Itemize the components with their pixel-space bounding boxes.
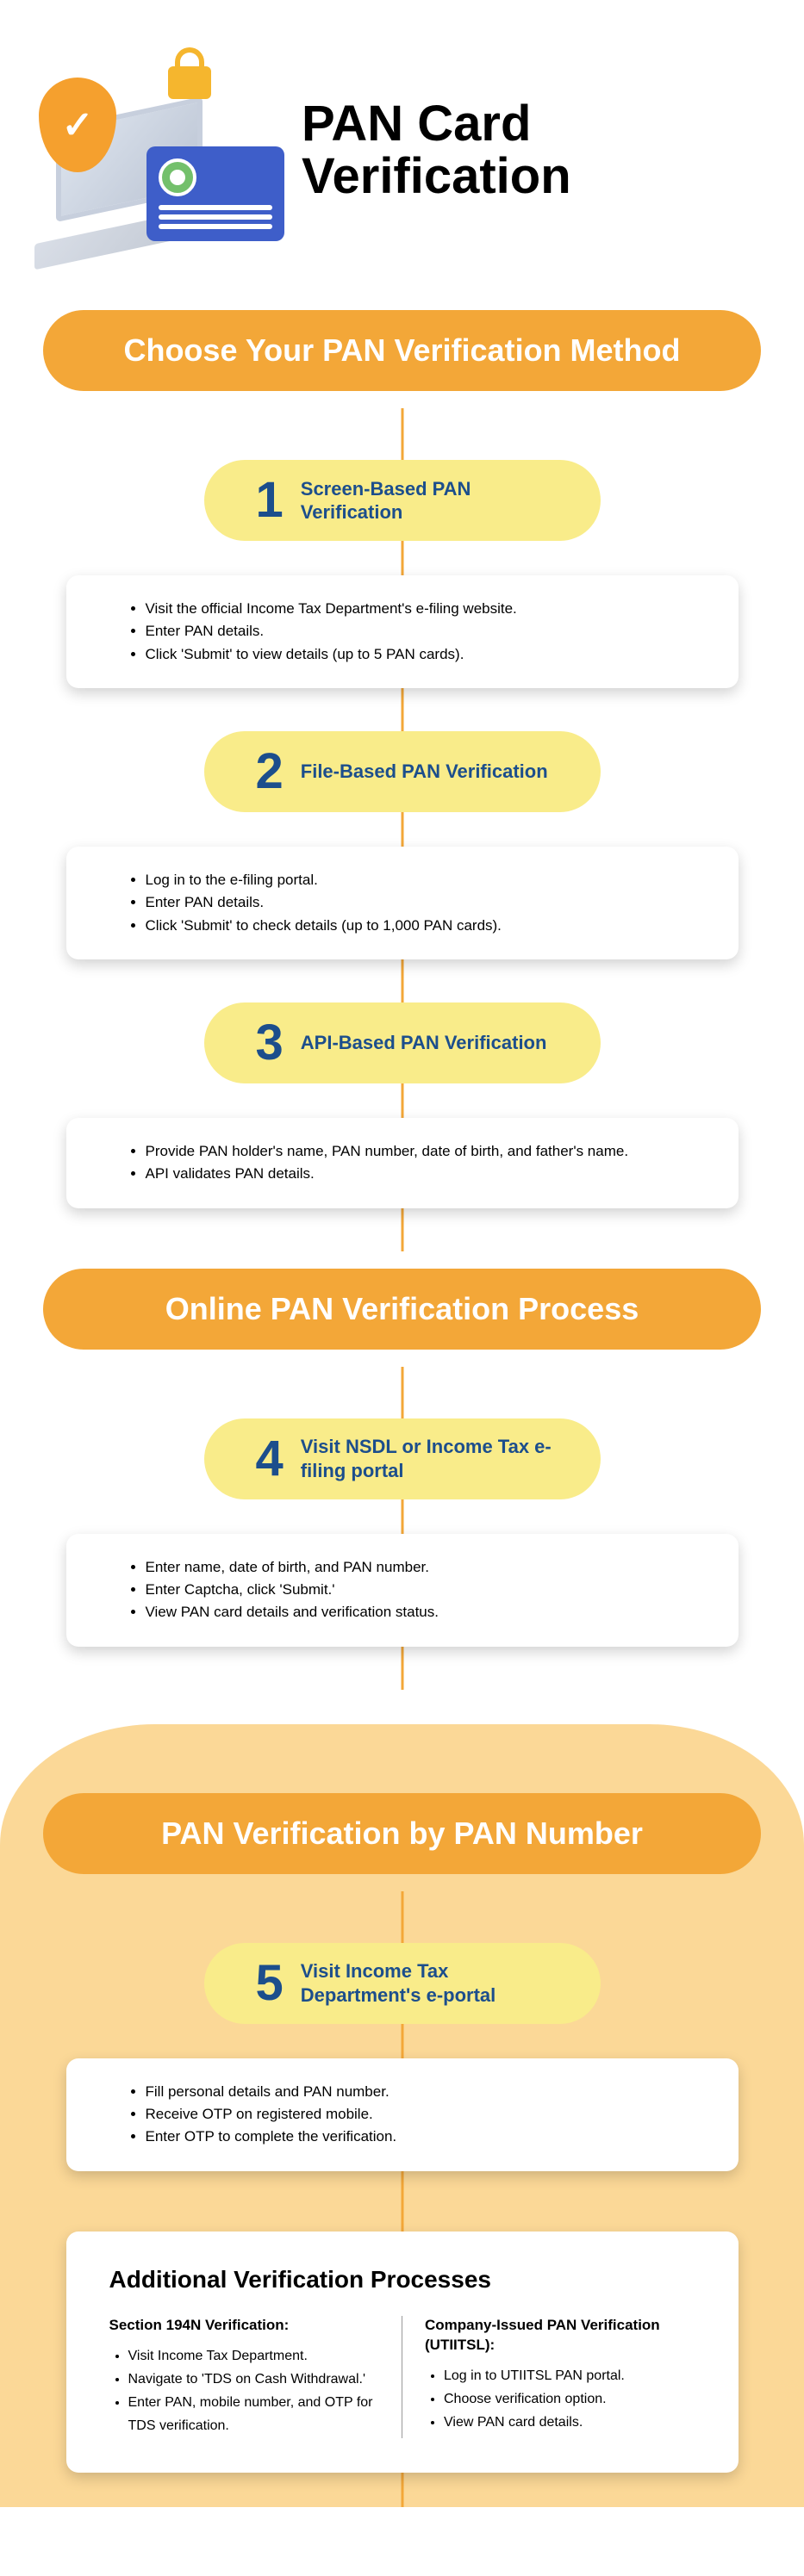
bullet: Enter PAN, mobile number, and OTP for TD… [128,2391,380,2437]
bullet: Visit the official Income Tax Department… [146,598,704,620]
column-title: Section 194N Verification: [109,2316,380,2336]
step-card-3: Provide PAN holder's name, PAN number, d… [66,1118,739,1208]
section-1-flow: 1 Screen-Based PAN Verification Visit th… [43,408,761,1251]
step-number: 2 [256,747,284,797]
section-heading: PAN Verification by PAN Number [43,1793,761,1874]
bullet: View PAN card details and verification s… [146,1601,704,1623]
step-card-1: Visit the official Income Tax Department… [66,575,739,688]
step-card-5: Fill personal details and PAN number. Re… [66,2058,739,2171]
bullet: Receive OTP on registered mobile. [146,2103,704,2126]
bullet: Click 'Submit' to check details (up to 1… [146,915,704,937]
bullet: Click 'Submit' to view details (up to 5 … [146,643,704,666]
step-pill-3: 3 API-Based PAN Verification [204,1002,601,1083]
step-pill-1: 1 Screen-Based PAN Verification [204,460,601,541]
section-heading: Choose Your PAN Verification Method [43,310,761,391]
step-title: Visit NSDL or Income Tax e-filing portal [301,1435,558,1482]
additional-title: Additional Verification Processes [109,2266,695,2294]
step-pill-2: 2 File-Based PAN Verification [204,731,601,812]
column-section194n: Section 194N Verification: Visit Income … [109,2316,403,2438]
bullet: Enter PAN details. [146,891,704,914]
bullet: Navigate to 'TDS on Cash Withdrawal.' [128,2368,380,2391]
hero-illustration [34,52,276,250]
section-3-flow: 5 Visit Income Tax Department's e-portal… [43,1891,761,2507]
section-3-container: PAN Verification by PAN Number 5 Visit I… [0,1724,804,2507]
bullet: Enter OTP to complete the verification. [146,2126,704,2148]
lock-icon [168,47,211,99]
bullet: Provide PAN holder's name, PAN number, d… [146,1140,704,1163]
bullet: View PAN card details. [444,2411,695,2434]
bullet: Enter Captcha, click 'Submit.' [146,1579,704,1601]
avatar-icon [159,158,196,196]
bullet: Enter PAN details. [146,620,704,642]
two-column-layout: Section 194N Verification: Visit Income … [109,2316,695,2438]
bullet: Fill personal details and PAN number. [146,2081,704,2103]
step-title: File-Based PAN Verification [301,760,548,784]
page-title: PAN Card Verification [302,98,770,203]
bullet: API validates PAN details. [146,1163,704,1185]
step-title: API-Based PAN Verification [301,1031,547,1055]
bullet: Visit Income Tax Department. [128,2344,380,2368]
step-number: 4 [256,1434,284,1484]
section-heading: Online PAN Verification Process [43,1269,761,1350]
step-number: 5 [256,1958,284,2008]
step-title: Screen-Based PAN Verification [301,477,558,525]
step-number: 1 [256,475,284,525]
section-2-flow: 4 Visit NSDL or Income Tax e-filing port… [43,1367,761,1690]
step-card-4: Enter name, date of birth, and PAN numbe… [66,1534,739,1647]
bullet: Log in to the e-filing portal. [146,869,704,891]
step-pill-4: 4 Visit NSDL or Income Tax e-filing port… [204,1418,601,1499]
id-card-icon [146,146,284,241]
step-title: Visit Income Tax Department's e-portal [301,1959,558,2007]
column-title: Company-Issued PAN Verification (UTIITSL… [425,2316,695,2356]
step-card-2: Log in to the e-filing portal. Enter PAN… [66,847,739,959]
bullet: Choose verification option. [444,2387,695,2411]
step-pill-5: 5 Visit Income Tax Department's e-portal [204,1943,601,2024]
bullet: Enter name, date of birth, and PAN numbe… [146,1556,704,1579]
additional-processes-card: Additional Verification Processes Sectio… [66,2231,739,2473]
step-number: 3 [256,1018,284,1068]
column-utiitsl: Company-Issued PAN Verification (UTIITSL… [402,2316,695,2438]
bullet: Log in to UTIITSL PAN portal. [444,2364,695,2387]
page-header: PAN Card Verification [0,0,804,293]
